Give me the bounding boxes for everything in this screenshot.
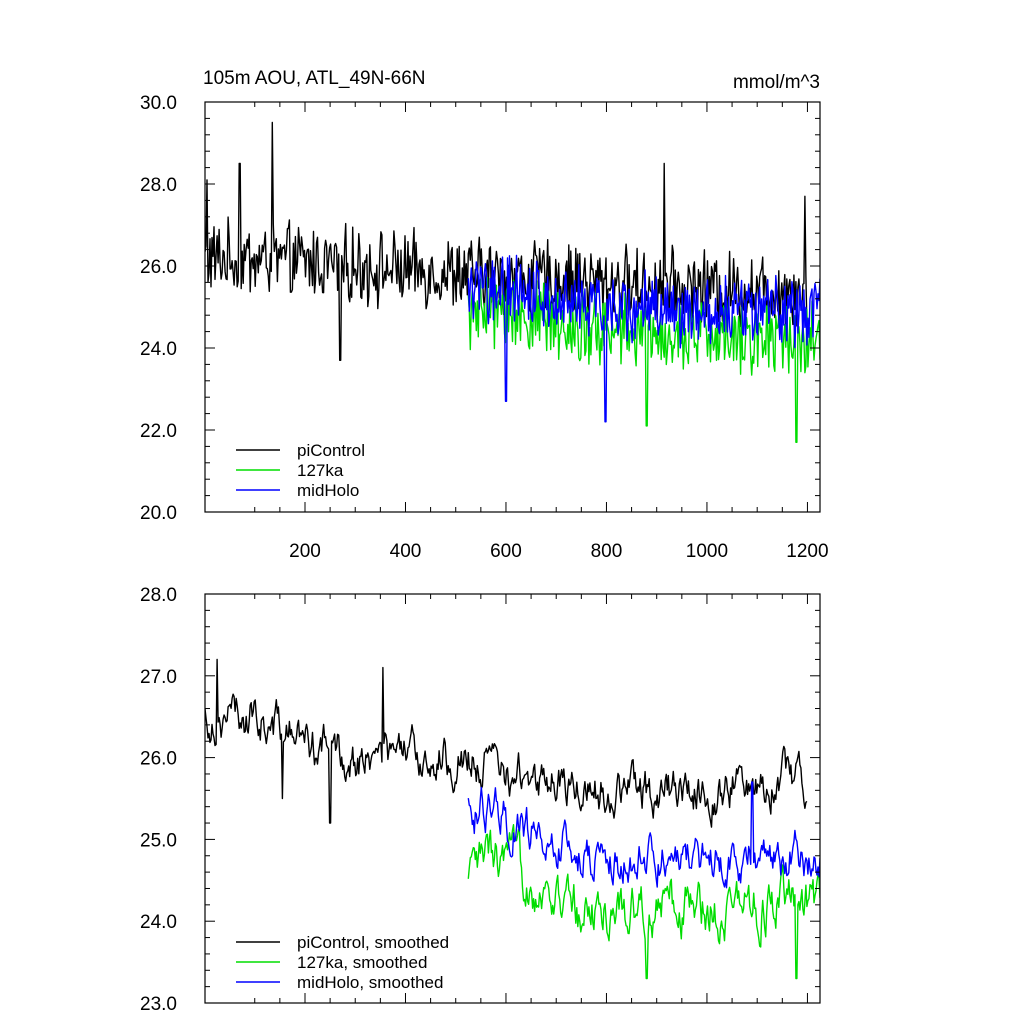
y-tick-label: 30.0 xyxy=(140,93,177,114)
legend-label: 127ka xyxy=(297,461,344,480)
bottom-series-lines xyxy=(205,658,820,980)
x-tick-label: 600 xyxy=(490,541,522,562)
units-label: mmol/m^3 xyxy=(733,72,820,93)
x-tick-label: 200 xyxy=(289,541,321,562)
x-tick-label: 1000 xyxy=(686,541,728,562)
y-tick-label: 26.0 xyxy=(140,257,177,278)
top-axes: 20.0 22.0 24.0 26.0 28.0 30.0 200 400 600 800 1000… xyxy=(140,93,829,562)
y-tick-label: 28.0 xyxy=(140,585,177,606)
y-tick-label: 28.0 xyxy=(140,175,177,196)
y-tick-label: 24.0 xyxy=(140,339,177,360)
top-series-lines xyxy=(205,121,820,443)
legend-label: midHolo, smoothed xyxy=(297,973,443,992)
x-tick-label: 400 xyxy=(390,541,422,562)
series-line-1 xyxy=(205,121,808,361)
plot-frame xyxy=(204,593,821,1004)
legend-label: piControl xyxy=(297,441,365,460)
x-tick-label: 800 xyxy=(591,541,623,562)
y-tick-label: 23.0 xyxy=(140,994,177,1015)
y-tick-label: 26.0 xyxy=(140,749,177,770)
series-line-1 xyxy=(205,658,808,828)
legend-label: midHolo xyxy=(297,481,359,500)
plot-frame xyxy=(204,101,821,513)
series-line-3 xyxy=(467,254,820,423)
y-tick-label: 27.0 xyxy=(140,667,177,688)
series-line-2 xyxy=(467,824,820,980)
bottom-panel: 23.0 24.0 25.0 26.0 27.0 28.0 piControl, smoo… xyxy=(140,585,821,1015)
y-tick-label: 22.0 xyxy=(140,421,177,442)
x-tick-label: 1200 xyxy=(786,541,828,562)
bottom-axes: 23.0 24.0 25.0 26.0 27.0 28.0 xyxy=(140,585,821,1015)
y-tick-label: 20.0 xyxy=(140,503,177,524)
y-tick-label: 25.0 xyxy=(140,830,177,851)
top-panel: 105m AOU, ATL_49N-66N mmol/m^3 20.022.02… xyxy=(140,68,829,562)
chart-title: 105m AOU, ATL_49N-66N xyxy=(203,68,425,89)
legend-label: 127ka, smoothed xyxy=(297,953,427,972)
series-line-3 xyxy=(467,781,820,889)
y-tick-label: 24.0 xyxy=(140,912,177,933)
legend-label: piControl, smoothed xyxy=(297,933,449,952)
